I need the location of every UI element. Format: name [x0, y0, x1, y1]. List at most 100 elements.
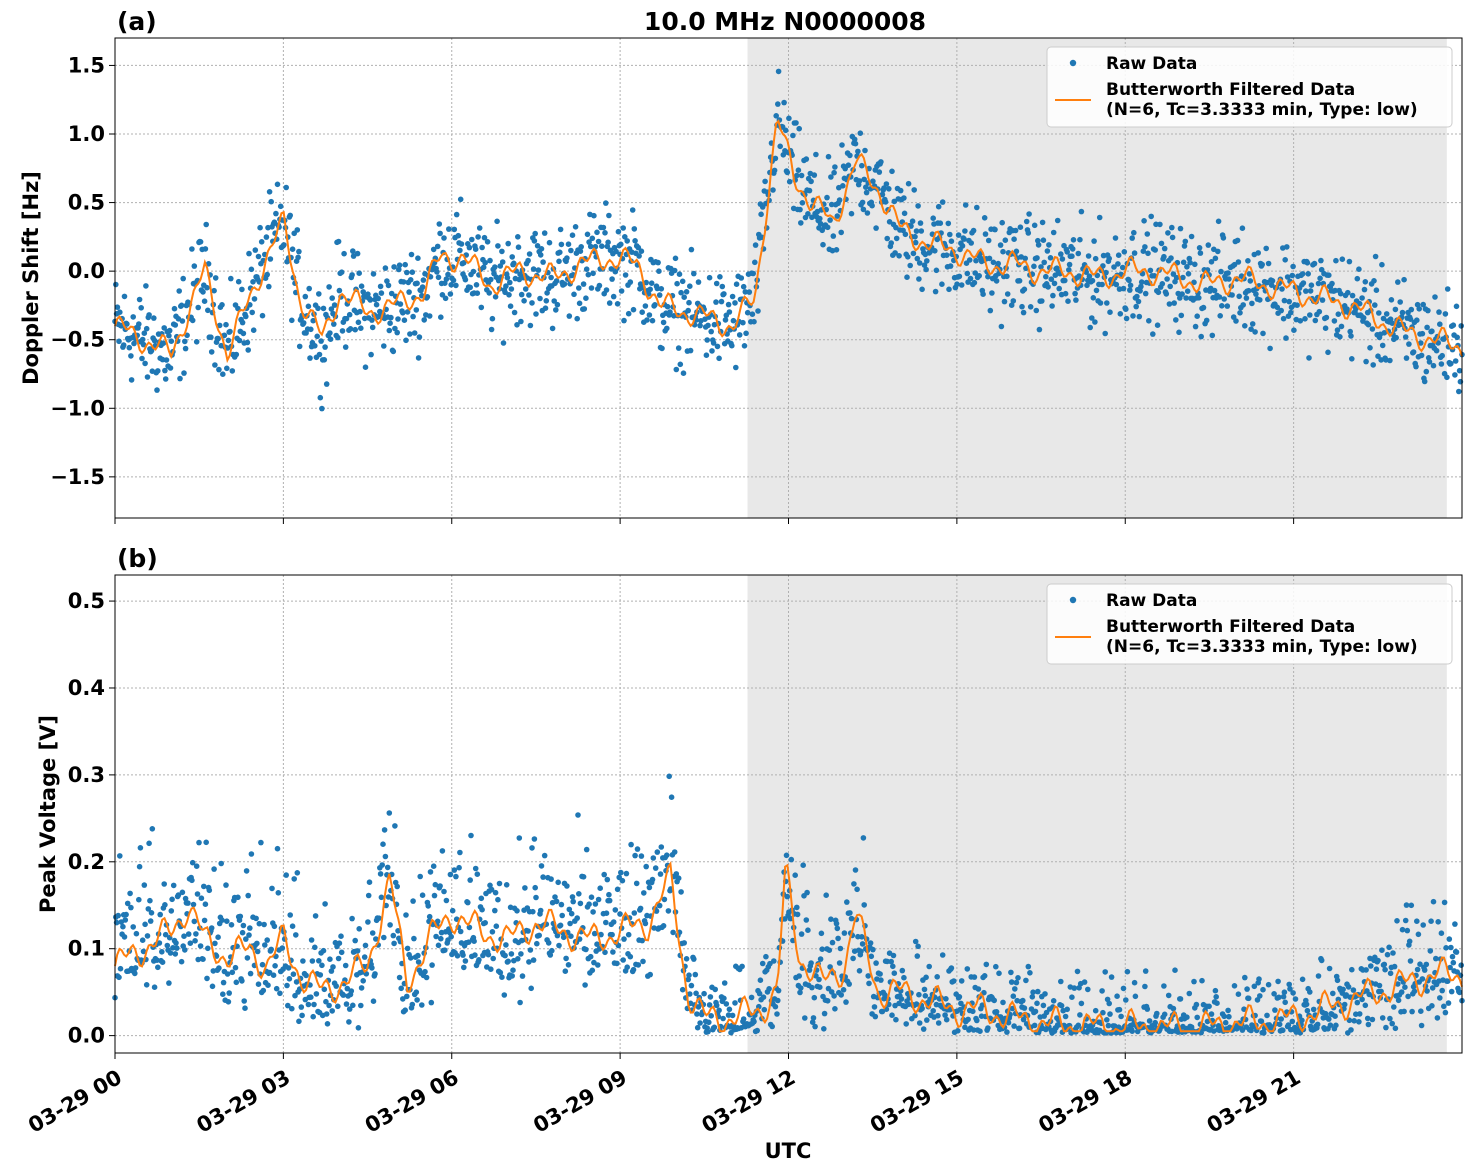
raw-data-point — [503, 283, 509, 289]
raw-data-point — [411, 935, 417, 942]
raw-data-point — [1115, 261, 1121, 267]
raw-data-point — [478, 895, 485, 902]
raw-data-point — [531, 836, 538, 842]
raw-data-point — [321, 357, 328, 363]
raw-data-point — [1026, 211, 1032, 217]
raw-data-point — [686, 299, 692, 306]
raw-data-point — [570, 898, 576, 905]
raw-data-point — [926, 963, 932, 970]
raw-data-point — [487, 257, 493, 264]
raw-data-point — [310, 317, 317, 324]
raw-data-point — [1166, 301, 1173, 307]
raw-data-point — [386, 810, 393, 816]
raw-data-point — [458, 241, 465, 247]
raw-data-point — [462, 958, 469, 964]
raw-data-point — [597, 885, 603, 891]
raw-data-point — [1010, 298, 1017, 304]
raw-data-point — [643, 279, 649, 286]
raw-data-point — [421, 317, 428, 323]
raw-data-point — [1036, 326, 1043, 333]
raw-data-point — [244, 955, 251, 961]
raw-data-point — [1045, 284, 1051, 290]
raw-data-point — [177, 375, 183, 382]
raw-data-point — [1265, 260, 1272, 267]
raw-data-point — [1142, 968, 1149, 974]
raw-data-point — [924, 1017, 930, 1023]
raw-data-point — [316, 291, 322, 297]
raw-data-point — [322, 901, 328, 907]
raw-data-point — [840, 183, 846, 189]
raw-data-point — [816, 976, 822, 983]
raw-data-point — [1337, 290, 1344, 297]
raw-data-point — [1240, 302, 1246, 308]
raw-data-point — [279, 945, 286, 951]
raw-data-point — [1375, 957, 1381, 964]
raw-data-point — [414, 997, 420, 1003]
raw-data-point — [453, 873, 459, 880]
raw-data-point — [812, 1023, 818, 1030]
raw-data-point — [1021, 286, 1028, 293]
raw-data-point — [113, 281, 119, 288]
raw-data-point — [804, 889, 810, 896]
raw-data-point — [233, 979, 240, 986]
raw-data-point — [530, 266, 537, 272]
raw-data-point — [711, 1024, 718, 1031]
raw-data-point — [533, 894, 539, 901]
raw-data-point — [264, 271, 271, 278]
panel-b: 0.50.40.30.20.10.0(b)Peak Voltage [V]Raw… — [36, 544, 1465, 1059]
raw-data-point — [916, 276, 922, 282]
raw-data-point — [629, 207, 636, 213]
raw-data-point — [631, 910, 638, 916]
raw-data-point — [1104, 1017, 1110, 1023]
raw-data-point — [1217, 313, 1223, 319]
raw-data-point — [283, 184, 290, 191]
raw-data-point — [475, 234, 481, 240]
raw-data-point — [377, 871, 384, 877]
raw-data-point — [225, 999, 232, 1005]
raw-data-point — [1379, 1015, 1386, 1021]
raw-data-point — [1347, 328, 1353, 335]
raw-data-point — [1113, 1029, 1120, 1036]
raw-data-point — [501, 992, 508, 998]
y-tick-label: 1.0 — [68, 122, 105, 146]
raw-data-point — [1286, 981, 1292, 988]
raw-data-point — [782, 127, 789, 134]
raw-data-point — [1146, 1018, 1153, 1024]
raw-data-point — [706, 1002, 713, 1008]
raw-data-point — [1023, 977, 1029, 984]
raw-data-point — [1458, 323, 1464, 329]
raw-data-point — [1120, 285, 1127, 292]
raw-data-point — [157, 911, 163, 918]
raw-data-point — [939, 952, 946, 958]
raw-data-point — [1372, 302, 1378, 308]
raw-data-point — [466, 244, 473, 251]
raw-data-point — [437, 883, 443, 889]
raw-data-point — [1391, 1004, 1397, 1010]
raw-data-point — [502, 952, 508, 959]
raw-data-point — [1289, 272, 1296, 279]
raw-data-point — [1417, 961, 1423, 967]
raw-data-point — [697, 1020, 703, 1026]
raw-data-point — [861, 902, 867, 908]
raw-data-point — [406, 289, 412, 295]
raw-data-point — [116, 974, 122, 981]
raw-data-point — [1436, 309, 1442, 315]
raw-data-point — [522, 885, 528, 891]
raw-data-point — [167, 365, 174, 371]
raw-data-point — [478, 304, 485, 311]
raw-data-point — [1399, 926, 1406, 933]
raw-data-point — [1260, 986, 1266, 993]
raw-data-point — [1245, 995, 1252, 1002]
raw-data-point — [915, 203, 921, 209]
raw-data-point — [962, 1024, 968, 1031]
raw-data-point — [1290, 990, 1296, 996]
raw-data-point — [123, 911, 129, 918]
raw-data-point — [492, 294, 499, 300]
raw-data-point — [916, 260, 923, 266]
raw-data-point — [697, 322, 703, 329]
raw-data-point — [223, 882, 229, 888]
raw-data-point — [1401, 276, 1407, 283]
raw-data-point — [784, 893, 791, 900]
raw-data-point — [1326, 272, 1332, 279]
raw-data-point — [189, 317, 196, 324]
